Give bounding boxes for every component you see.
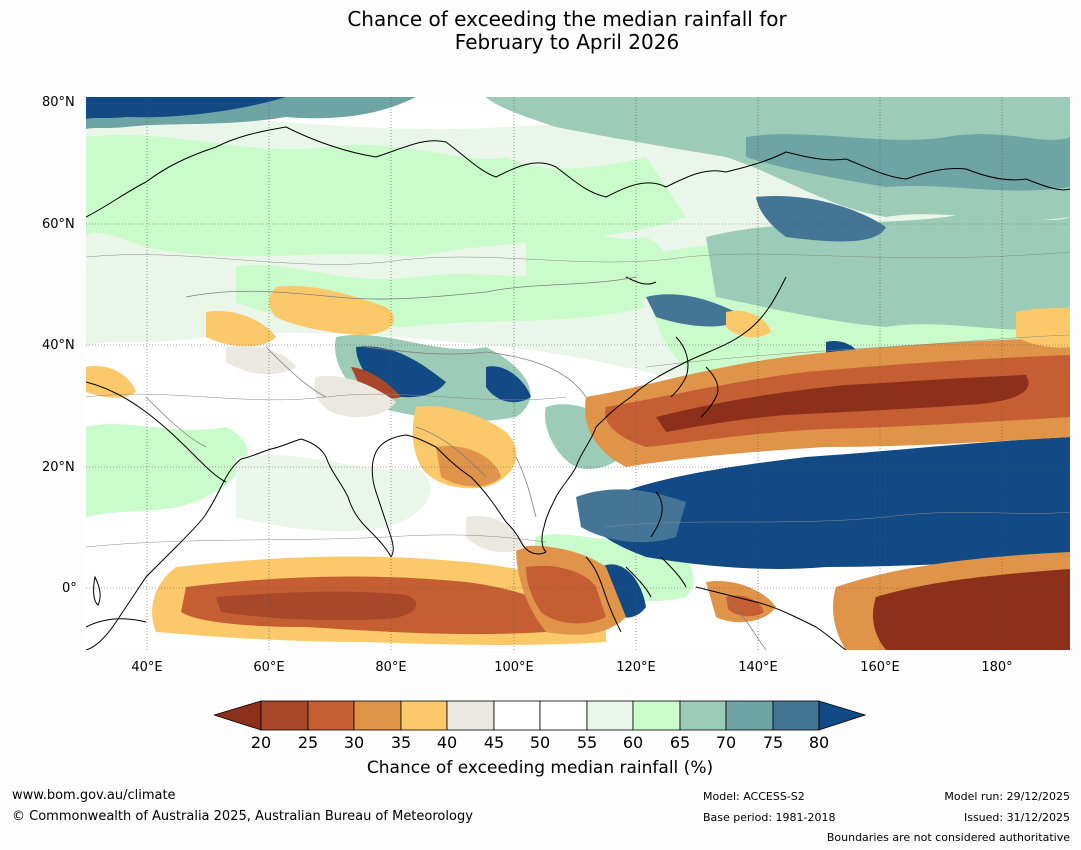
- colorbar-tick-35: 35: [390, 733, 412, 752]
- lon-label-80e: 80°E: [375, 660, 407, 675]
- country-borders: [145, 276, 767, 650]
- colorbar-label: Chance of exceeding median rainfall (%): [366, 758, 714, 778]
- contour-lines: [86, 251, 1070, 548]
- colorbar-tick-65: 65: [669, 733, 691, 752]
- colorbar-extend-low: [214, 700, 262, 731]
- colorbar-swatch-20-25: [260, 700, 309, 731]
- colorbar-tick-70: 70: [715, 733, 737, 752]
- title-line-1: Chance of exceeding the median rainfall …: [347, 7, 787, 31]
- lat-label-equator: 0°: [62, 581, 77, 596]
- boundaries-disclaimer: Boundaries are not considered authoritat…: [826, 831, 1070, 844]
- colorbar-swatch-60-65: [632, 700, 681, 731]
- copyright-notice: © Commonwealth of Australia 2025, Austra…: [12, 809, 473, 824]
- lon-label-100e: 100°E: [494, 660, 534, 675]
- lon-label-60e: 60°E: [253, 660, 285, 675]
- coastlines: [86, 126, 1070, 650]
- colorbar-tick-20: 20: [250, 733, 272, 752]
- website-link[interactable]: www.bom.gov.au/climate: [12, 788, 176, 803]
- colorbar-extend-high: [818, 700, 866, 731]
- colorbar-swatch-55-60: [586, 700, 634, 731]
- base-period-info: Base period: 1981-2018: [703, 811, 836, 824]
- colorbar-swatch-30-35: [353, 700, 402, 731]
- chart-title: Chance of exceeding the median rainfall …: [0, 8, 1081, 54]
- colorbar-swatch-25-30: [307, 700, 355, 731]
- colorbar-swatch-65-70: [679, 700, 727, 731]
- graticule: [86, 97, 1070, 650]
- colorbar-tick-40: 40: [436, 733, 458, 752]
- lon-label-40e: 40°E: [131, 660, 163, 675]
- lon-label-160e: 160°E: [860, 660, 900, 675]
- colorbar-tick-30: 30: [343, 733, 365, 752]
- lat-label-20n: 20°N: [42, 460, 75, 475]
- lat-label-40n: 40°N: [42, 338, 75, 353]
- colorbar-swatch-70-75: [725, 700, 774, 731]
- lat-label-80n: 80°N: [42, 95, 75, 110]
- colorbar-swatch-50-55: [539, 700, 588, 731]
- lon-label-140e: 140°E: [738, 660, 778, 675]
- colorbar-swatch-45-50: [493, 700, 541, 731]
- colorbar-tick-75: 75: [762, 733, 784, 752]
- colorbar-tick-45: 45: [483, 733, 505, 752]
- colorbar-tick-50: 50: [529, 733, 551, 752]
- colorbar-tick-25: 25: [297, 733, 319, 752]
- title-line-2: February to April 2026: [454, 30, 680, 54]
- lon-label-120e: 120°E: [616, 660, 656, 675]
- issued-info: Issued: 31/12/2025: [963, 811, 1070, 824]
- colorbar-tick-80: 80: [808, 733, 830, 752]
- colorbar-swatch-40-45: [446, 700, 495, 731]
- colorbar-swatch-75-80: [772, 700, 820, 731]
- dry-regions: [86, 286, 1070, 650]
- model-info: Model: ACCESS-S2: [703, 790, 805, 803]
- model-run-info: Model run: 29/12/2025: [944, 790, 1070, 803]
- lat-label-60n: 60°N: [42, 217, 75, 232]
- lon-label-180: 180°: [981, 660, 1013, 675]
- rainfall-map: [86, 97, 1070, 650]
- colorbar-swatch-35-40: [400, 700, 448, 731]
- colorbar: [214, 700, 866, 731]
- colorbar-tick-60: 60: [622, 733, 644, 752]
- neutral-regions: [226, 345, 526, 553]
- colorbar-tick-55: 55: [576, 733, 598, 752]
